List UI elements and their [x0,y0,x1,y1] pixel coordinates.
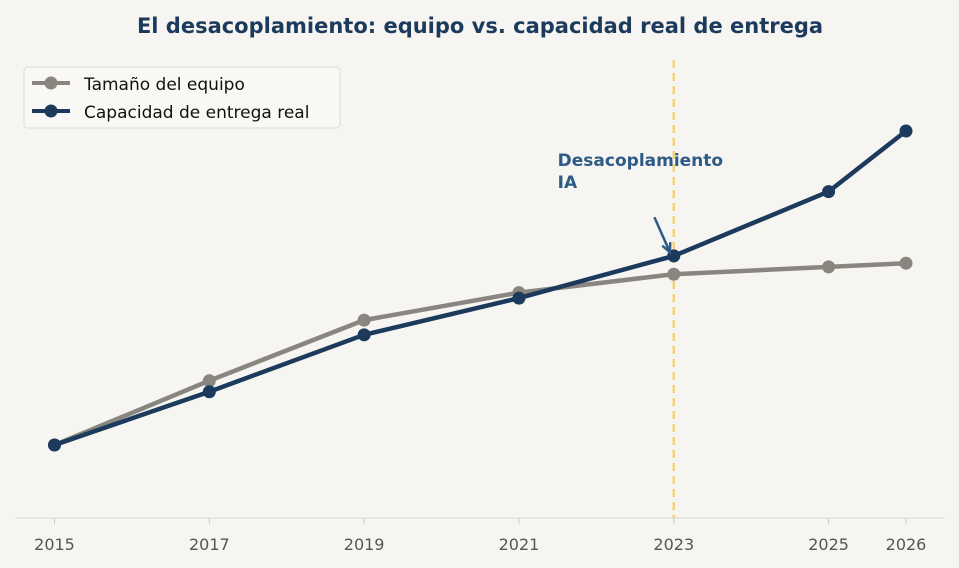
x-tick-label: 2025 [808,535,849,554]
data-point-delivery [202,385,216,399]
data-point-delivery [822,185,836,199]
annotation-arrow-shaft [653,216,672,253]
data-point-delivery [357,328,371,342]
series-line-delivery [52,128,909,448]
series-line-team [52,260,909,448]
legend-label-delivery: Capacidad de entrega real [84,103,309,123]
annotation-text: IA [558,173,578,193]
x-tick-label: 2021 [499,535,540,554]
data-point-team [899,256,913,270]
x-tick-label: 2017 [189,535,230,554]
legend: Tamaño del equipo Capacidad de entrega r… [23,66,341,129]
data-point-team [357,313,371,327]
legend-swatch-team-marker [44,76,58,90]
chart-title: El desacoplamiento: equipo vs. capacidad… [137,14,823,38]
data-point-delivery [48,438,61,452]
data-point-team [667,267,681,281]
x-tick-label: 2023 [653,535,694,554]
x-tick-label: 2026 [886,535,927,554]
x-tick-label: 2015 [34,535,75,554]
legend-label-team: Tamaño del equipo [83,75,245,95]
annotation-arrow-head [661,242,672,255]
data-point-delivery [512,291,526,305]
x-tick-label: 2019 [344,535,385,554]
legend-swatch-delivery-marker [44,104,58,118]
plot-area: 2015 2017 2019 2021 2023 2025 2026 Desacoplamie… [15,60,945,554]
data-point-team [822,260,836,274]
data-point-delivery [899,124,913,138]
annotation-text: Desacoplamiento [558,151,723,171]
legend-frame [23,66,341,129]
data-point-team [202,374,216,388]
